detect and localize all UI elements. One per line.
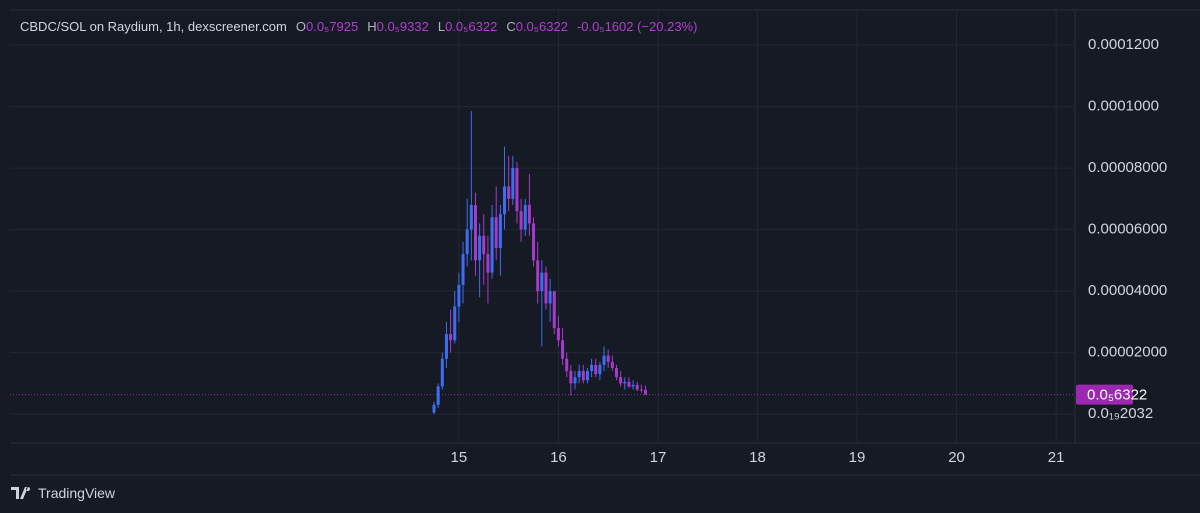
legend-title: CBDC/SOL on Raydium, 1h, dexscreener.com [20, 19, 287, 34]
candle-body [461, 254, 465, 285]
y-tick-label: 0.00008000 [1088, 159, 1167, 176]
ohlc-value: 0.0₅9332 [376, 19, 429, 34]
candle-body [432, 404, 436, 413]
candle-body [639, 389, 643, 391]
candle-body [623, 381, 627, 384]
ohlc-key: H [367, 19, 377, 34]
candle-body [606, 355, 610, 362]
candle-body [627, 381, 631, 387]
candle-body [569, 371, 573, 384]
candle-body [436, 386, 440, 405]
ohlc-key: C [506, 19, 516, 34]
x-tick-label: 15 [451, 449, 468, 466]
grid [10, 10, 1075, 443]
candle-body [507, 186, 511, 199]
candle-body [598, 364, 602, 375]
candle-body [503, 186, 507, 215]
candle-body [585, 371, 589, 381]
candle-body [573, 377, 577, 384]
candle-body [548, 291, 552, 304]
candle-body [619, 377, 623, 384]
candle-body [536, 260, 540, 292]
ohlc-item: C0.0₅6322 [506, 19, 568, 34]
candle-body [490, 217, 494, 273]
candle-body [473, 204, 477, 261]
y-tick-label: 0.00004000 [1088, 282, 1167, 299]
x-tick-label: 19 [849, 449, 866, 466]
candle-body [532, 223, 536, 261]
ohlc-value: 0.0₅6322 [445, 19, 498, 34]
y-tick-label: 0.0₁₉2032 [1088, 405, 1153, 422]
candle-body [635, 384, 639, 390]
candle-body [453, 306, 457, 341]
candle-body [444, 334, 448, 359]
y-tick-label: 0.00006000 [1088, 221, 1167, 238]
x-tick-label: 16 [550, 449, 567, 466]
ohlc-value: 0.0₅7925 [305, 19, 359, 34]
x-tick-label: 18 [749, 449, 766, 466]
watermark: TradingView [11, 485, 115, 501]
logo [11, 487, 31, 499]
candle-body [577, 371, 581, 378]
ohlc-key: O [295, 19, 306, 34]
ohlc-item: H0.0₅9332 [367, 19, 429, 34]
watermark-text: TradingView [38, 485, 116, 501]
candle-body [519, 211, 523, 230]
candle-body [457, 284, 461, 307]
candle-body [440, 358, 444, 387]
candle-body [631, 384, 635, 387]
ohlc-value: 0.0₅6322 [515, 19, 568, 34]
candle-body [540, 272, 544, 292]
candle-body [498, 214, 502, 249]
x-tick-label: 20 [948, 449, 965, 466]
candle-body [590, 364, 594, 372]
candle-body [523, 204, 527, 230]
candle-body [482, 235, 486, 255]
candle-body [552, 291, 556, 328]
candle-body [494, 217, 498, 249]
candle-body [614, 367, 618, 378]
candle-body [478, 235, 482, 261]
price-badge-label: 0.0₅6322 [1087, 387, 1147, 404]
candle-body [469, 204, 473, 230]
candle-body [465, 229, 469, 255]
candle-body [511, 168, 515, 199]
legend: CBDC/SOL on Raydium, 1h, dexscreener.com… [20, 19, 697, 34]
y-tick-label: 0.0001000 [1088, 98, 1159, 115]
candle-body [527, 204, 531, 224]
x-tick-label: 21 [1048, 449, 1065, 466]
y-tick-label: 0.0001200 [1088, 36, 1159, 53]
change: -0.0₅1602 (−20.23%) [576, 19, 698, 34]
price-badge [1076, 384, 1133, 405]
candle-body [486, 254, 490, 273]
candle-body [515, 168, 519, 212]
candle-body [644, 389, 648, 395]
x-tick-label: 17 [650, 449, 667, 466]
candle-body [581, 371, 585, 381]
candle-body [565, 358, 569, 372]
candle-body [610, 361, 614, 368]
candle-body [449, 334, 453, 341]
ohlc-item: O0.0₅7925 [296, 19, 358, 34]
ohlc-key: L [437, 19, 446, 34]
candle-body [556, 327, 560, 341]
candle-body [544, 272, 548, 304]
candle-body [561, 340, 565, 359]
y-tick-label: 0.00002000 [1088, 344, 1167, 361]
candle-body [594, 364, 598, 375]
candle-body [602, 355, 606, 365]
ohlc-item: L0.0₅6322 [438, 19, 497, 34]
